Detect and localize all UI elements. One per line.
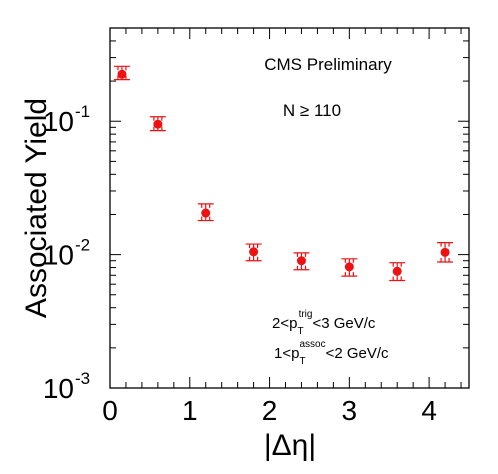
data-marker <box>344 262 354 272</box>
annotation-multiplicity: N ≥ 110 <box>283 101 341 120</box>
data-series <box>113 65 454 282</box>
data-marker <box>296 256 306 266</box>
x-tick-label: 2 <box>262 395 278 426</box>
data-point <box>113 65 130 81</box>
y-tick-label-exponent: -2 <box>75 236 90 255</box>
y-tick-label-exponent: -3 <box>75 369 90 388</box>
data-point <box>341 258 358 277</box>
y-tick-label-exponent: -1 <box>75 102 90 121</box>
x-axis-label: |Δη| <box>264 429 316 462</box>
x-tick-label: 1 <box>182 395 198 426</box>
annotation-experiment: CMS Preliminary <box>264 55 392 74</box>
data-point <box>437 242 454 263</box>
x-tick-label: 4 <box>421 395 437 426</box>
x-tick-label: 3 <box>342 395 358 426</box>
data-point <box>245 243 262 262</box>
data-marker <box>249 247 259 257</box>
data-point <box>293 252 310 271</box>
y-tick-label: 10 <box>43 373 74 404</box>
data-marker <box>153 119 163 129</box>
data-marker <box>117 69 127 79</box>
data-point <box>197 203 214 222</box>
data-point <box>389 262 406 282</box>
x-tick-label: 0 <box>102 395 118 426</box>
plot-frame <box>109 27 470 389</box>
x-tick-labels: 0 1 2 3 4 <box>102 395 437 426</box>
annotation-assoc-cut: 1<pTassoc<2 GeV/c <box>274 339 389 367</box>
y-axis-label: Associated Yield <box>20 98 53 318</box>
data-point <box>149 116 166 132</box>
axis-ticks <box>109 27 469 389</box>
y-tick-label: 10 <box>43 106 74 137</box>
data-marker <box>201 208 211 218</box>
annotation-trig-cut: 2<pTtrig<3 GeV/c <box>272 309 376 337</box>
data-marker <box>392 266 402 276</box>
y-tick-label: 10 <box>43 240 74 271</box>
data-marker <box>440 247 450 257</box>
y-tick-labels: 10-310-210-1 <box>43 102 90 404</box>
